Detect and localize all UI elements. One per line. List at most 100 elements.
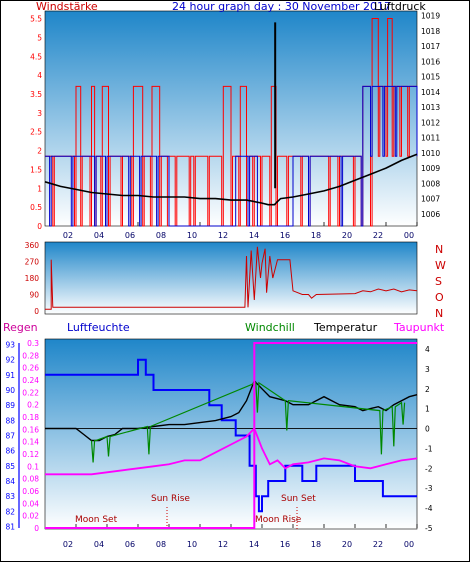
x-tick-label: 04: [94, 540, 104, 549]
wind-speed-tick-label: 1: [37, 184, 42, 193]
series-marks: [44, 18, 418, 529]
x-tick-label: 06: [125, 540, 135, 549]
x-tick-label: 18: [311, 540, 321, 549]
legend-temperature: Temperatur: [313, 321, 378, 334]
humidity-tick-label: 91: [5, 371, 15, 380]
pressure-tick-label: 1009: [421, 164, 440, 173]
direction-tick-label: 180: [25, 274, 40, 283]
x-tick-label: 10: [187, 540, 197, 549]
x-tick-label: 12: [218, 540, 228, 549]
direction-tick-label: 90: [29, 291, 39, 300]
humidity-tick-label: 88: [5, 416, 15, 425]
x-tick-label: 16: [280, 540, 290, 549]
x-tick-label: 22: [373, 540, 383, 549]
x-tick-label: 10: [187, 231, 197, 240]
humidity-tick-label: 92: [5, 356, 15, 365]
wind-speed-tick-label: 0.5: [30, 203, 42, 212]
temperature-humidity-panel: [44, 338, 418, 530]
x-tick-label: 18: [311, 231, 321, 240]
humidity-tick-label: 90: [5, 386, 15, 395]
x-tick-label: 00: [404, 540, 414, 549]
wind-speed-axis-label: Windstärke: [36, 1, 98, 13]
temperature-tick-label: -3: [425, 484, 433, 493]
x-tick-label: 06: [125, 231, 135, 240]
rain-tick-label: 0.24: [22, 376, 39, 385]
x-tick-label: 22: [373, 231, 383, 240]
wind-speed-tick-label: 4: [37, 71, 42, 80]
rain-tick-label: 0.02: [22, 512, 39, 521]
direction-tick-label: 360: [25, 241, 40, 250]
legend-rain: Regen: [3, 321, 38, 334]
humidity-tick-label: 89: [5, 401, 15, 410]
rain-tick-label: 0.22: [22, 388, 39, 397]
wind-direction-line: [45, 246, 418, 310]
rain-tick-label: 0.18: [22, 413, 39, 422]
x-tick-label: 12: [218, 231, 228, 240]
x-tick-label: 00: [404, 231, 414, 240]
legend-windchill: Windchill: [245, 321, 295, 334]
axis-labels: 00.511.522.533.544.555.51006100710081009…: [5, 12, 440, 549]
x-tick-label: 20: [342, 231, 352, 240]
rain-tick-label: 0.12: [22, 450, 39, 459]
rain-tick-label: 0.26: [22, 364, 39, 373]
temperature-tick-label: -5: [425, 524, 433, 533]
direction-label-s: S: [435, 275, 442, 288]
pressure-tick-label: 1006: [421, 210, 440, 219]
rain-tick-label: 0: [34, 524, 39, 533]
pressure-tick-label: 1018: [421, 27, 440, 36]
humidity-line: [45, 358, 417, 513]
rain-tick-label: 0.3: [27, 339, 39, 348]
temperature-tick-label: -4: [425, 504, 433, 513]
pressure-tick-label: 1015: [421, 73, 440, 82]
dewpoint-line: [45, 426, 418, 476]
direction-tick-label: 270: [25, 258, 40, 267]
rain-tick-label: 0.08: [22, 475, 39, 484]
temperature-tick-label: -2: [425, 464, 433, 473]
humidity-tick-label: 83: [5, 492, 15, 501]
direction-label-n-top: N: [435, 243, 443, 256]
pressure-tick-label: 1012: [421, 118, 440, 127]
temperature-tick-label: 2: [425, 385, 430, 394]
humidity-tick-label: 87: [5, 432, 15, 441]
sun-rise-label: Sun Rise: [151, 494, 190, 504]
chart-title: 24 hour graph day : 30 November 2017: [172, 1, 391, 13]
pressure-tick-label: 1016: [421, 57, 440, 66]
pressure-tick-label: 1014: [421, 88, 440, 97]
sun-set-label: Sun Set: [281, 494, 316, 504]
windchill-line: [90, 381, 406, 463]
humidity-tick-label: 84: [5, 477, 15, 486]
wind-speed-tick-label: 2.5: [30, 128, 42, 137]
pressure-tick-label: 1010: [421, 149, 440, 158]
humidity-tick-label: 81: [5, 522, 15, 531]
x-tick-label: 08: [156, 540, 166, 549]
wind-speed-tick-label: 5.5: [30, 15, 42, 24]
wind-speed-tick-label: 4.5: [30, 52, 42, 61]
humidity-tick-label: 93: [5, 341, 15, 350]
pressure-line: [44, 153, 418, 206]
direction-tick-label: 0: [34, 307, 39, 316]
direction-label-o: O: [435, 291, 444, 304]
legend-dewpoint: Taupunkt: [393, 321, 445, 334]
rain-tick-label: 0.04: [22, 499, 39, 508]
direction-label-w: W: [435, 259, 446, 272]
temperature-tick-label: 0: [425, 425, 430, 434]
x-tick-label: 02: [63, 231, 73, 240]
pressure-axis-label: Luftdruck: [374, 1, 426, 13]
pressure-tick-label: 1017: [421, 42, 440, 51]
wind-average-line: [45, 85, 418, 227]
humidity-tick-label: 85: [5, 462, 15, 471]
pressure-tick-label: 1011: [421, 134, 440, 143]
rain-tick-label: 0.06: [22, 487, 39, 496]
wind-speed-tick-label: 5: [37, 33, 42, 42]
wind-speed-tick-label: 3: [37, 109, 42, 118]
rain-line: [45, 342, 417, 529]
pressure-tick-label: 1019: [421, 12, 440, 21]
wind-direction-panel: [44, 241, 418, 315]
temperature-tick-label: 3: [425, 365, 430, 374]
temperature-tick-label: 1: [425, 405, 430, 414]
x-tick-label: 08: [156, 231, 166, 240]
x-tick-label: 20: [342, 540, 352, 549]
humidity-tick-label: 82: [5, 507, 15, 516]
